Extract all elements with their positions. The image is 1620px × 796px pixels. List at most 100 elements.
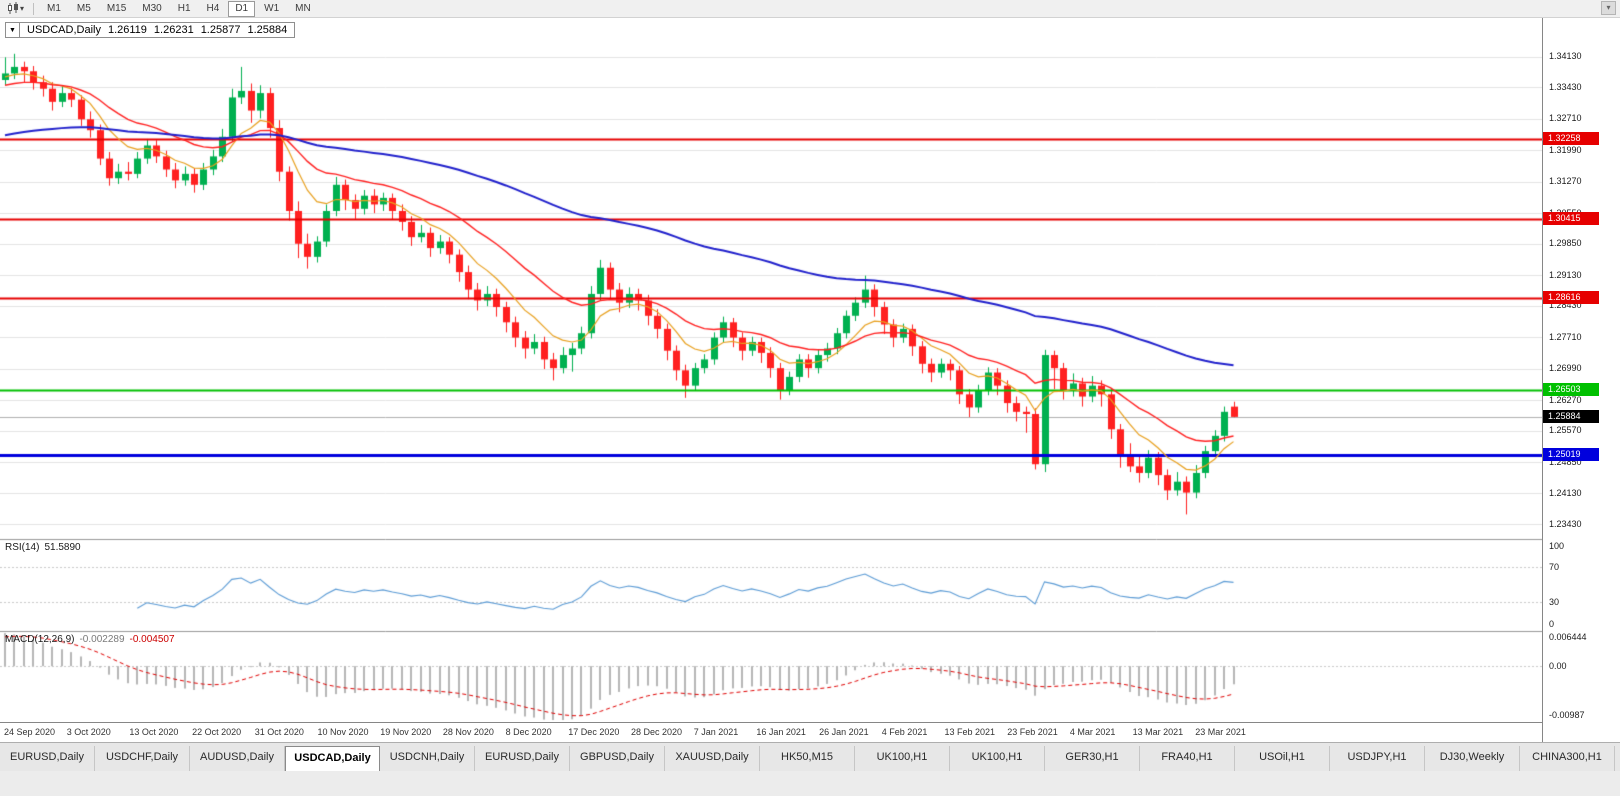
symbol-label: USDCAD,Daily bbox=[27, 24, 101, 36]
date-axis-label: 7 Jan 2021 bbox=[693, 727, 739, 737]
chart-tab-2[interactable]: AUDUSD,Daily bbox=[190, 746, 285, 771]
chart-tab-8[interactable]: HK50,M15 bbox=[760, 746, 855, 771]
timeframe-button-M15[interactable]: M15 bbox=[106, 2, 127, 14]
rsi-axis-label: 100 bbox=[1549, 541, 1565, 551]
date-axis-label: 26 Jan 2021 bbox=[819, 727, 869, 737]
date-axis-label: 28 Nov 2020 bbox=[442, 727, 494, 737]
chart-tab-6[interactable]: GBPUSD,Daily bbox=[570, 746, 665, 771]
date-axis-label: 3 Oct 2020 bbox=[66, 727, 111, 737]
chart-tab-14[interactable]: USDJPY,H1 bbox=[1330, 746, 1425, 771]
price-axis-label: 1.33430 bbox=[1549, 81, 1582, 92]
chart-tab-16[interactable]: CHINA300,H1 bbox=[1520, 746, 1615, 771]
macd-main-value: -0.002289 bbox=[79, 634, 125, 645]
timeframe-button-MN[interactable]: MN bbox=[295, 2, 311, 14]
chevron-down-icon: ▾ bbox=[20, 3, 25, 13]
price-axis-label: 1.27710 bbox=[1549, 331, 1582, 342]
rsi-indicator-label: RSI(14) 51.5890 bbox=[5, 542, 81, 553]
chart-tab-11[interactable]: GER30,H1 bbox=[1045, 746, 1140, 771]
timeframe-buttons: M1 M5 M15 M30 H1 H4 D1 W1 MN bbox=[40, 0, 318, 17]
timeframe-button-M5[interactable]: M5 bbox=[76, 2, 91, 14]
price-chart-canvas[interactable] bbox=[0, 18, 1542, 722]
chart-tab-7[interactable]: XAUUSD,Daily bbox=[665, 746, 760, 771]
chart-tab-15[interactable]: DJ30,Weekly bbox=[1425, 746, 1520, 771]
price-axis-label: 1.34130 bbox=[1549, 51, 1582, 62]
price-axis-label: 1.24850 bbox=[1549, 456, 1582, 467]
chart-type-button[interactable]: ▾ bbox=[4, 1, 27, 17]
hline-price-badge: 1.25019 bbox=[1543, 447, 1599, 461]
price-axis-label: 1.29850 bbox=[1549, 238, 1582, 249]
price-axis-label: 1.29130 bbox=[1549, 269, 1582, 280]
date-axis-label: 17 Dec 2020 bbox=[568, 727, 620, 737]
rsi-value: 51.5890 bbox=[44, 542, 81, 553]
timeframe-button-W1[interactable]: W1 bbox=[264, 2, 280, 14]
macd-axis-label: 0.00 bbox=[1549, 661, 1567, 672]
date-axis-label: 23 Mar 2021 bbox=[1195, 727, 1246, 737]
date-axis[interactable]: 24 Sep 2020 3 Oct 2020 13 Oct 2020 22 Oct 2… bbox=[0, 722, 1542, 742]
date-axis-label: 19 Nov 2020 bbox=[380, 727, 432, 737]
date-axis-label: 16 Jan 2021 bbox=[756, 727, 806, 737]
date-axis-label: 13 Oct 2020 bbox=[129, 727, 179, 737]
timeframe-button-M30[interactable]: M30 bbox=[142, 2, 162, 14]
price-axis-label: 1.31270 bbox=[1549, 176, 1582, 187]
hline-price-badge: 1.30415 bbox=[1543, 212, 1599, 226]
price-axis-label: 1.25570 bbox=[1549, 425, 1582, 436]
date-axis-label: 13 Mar 2021 bbox=[1132, 727, 1184, 737]
timeframe-button-H4[interactable]: H4 bbox=[206, 2, 220, 14]
toolbar-separator bbox=[33, 2, 35, 15]
chart-tab-12[interactable]: FRA40,H1 bbox=[1140, 746, 1235, 771]
hline-price-badge: 1.28616 bbox=[1543, 290, 1599, 304]
chart-tab-5[interactable]: EURUSD,Daily bbox=[475, 746, 570, 771]
symbol-dropdown-button[interactable]: ▼ bbox=[5, 22, 20, 38]
chart-scroll-marker[interactable]: ▾ bbox=[1601, 1, 1616, 15]
macd-axis-label: -0.00987 bbox=[1549, 710, 1585, 720]
high-value: 1.26231 bbox=[153, 24, 194, 36]
chart-tabs: EURUSD,Daily USDCHF,Daily AUDUSD,Daily USDC… bbox=[0, 742, 1620, 771]
price-axis-label: 1.32710 bbox=[1549, 113, 1582, 124]
date-axis-label: 28 Dec 2020 bbox=[631, 727, 683, 737]
date-axis-label: 10 Nov 2020 bbox=[317, 727, 369, 737]
close-value: 1.25884 bbox=[247, 24, 288, 36]
chart-tab-9[interactable]: UK100,H1 bbox=[855, 746, 950, 771]
ohlc-info: ▼ USDCAD,Daily 1.26119 1.26231 1.25877 1… bbox=[5, 22, 296, 38]
macd-name: MACD(12,26,9) bbox=[5, 634, 75, 645]
price-axis-label: 1.28430 bbox=[1549, 300, 1582, 311]
date-axis-label: 4 Mar 2021 bbox=[1069, 727, 1116, 737]
date-axis-label: 31 Oct 2020 bbox=[254, 727, 304, 737]
rsi-name: RSI(14) bbox=[5, 542, 40, 553]
candlestick-chart-icon bbox=[8, 2, 18, 14]
chart-tab-10[interactable]: UK100,H1 bbox=[950, 746, 1045, 771]
timeframe-button-H1[interactable]: H1 bbox=[177, 2, 191, 14]
ohlc-info-box: USDCAD,Daily 1.26119 1.26231 1.25877 1.2… bbox=[20, 22, 296, 38]
date-axis-label: 4 Feb 2021 bbox=[881, 727, 928, 737]
date-axis-label: 13 Feb 2021 bbox=[944, 727, 996, 737]
macd-indicator-label: MACD(12,26,9) -0.002289 -0.004507 bbox=[5, 634, 175, 645]
hline-price-badge: 1.32258 bbox=[1543, 131, 1599, 145]
chart-tab-13[interactable]: USOil,H1 bbox=[1235, 746, 1330, 771]
date-axis-label: 23 Feb 2021 bbox=[1007, 727, 1058, 737]
price-axis-label: 1.24130 bbox=[1549, 487, 1582, 498]
chart-tab-1[interactable]: USDCHF,Daily bbox=[95, 746, 190, 771]
chart-tab-4[interactable]: USDCNH,Daily bbox=[380, 746, 475, 771]
chart-tab-3[interactable]: USDCAD,Daily bbox=[285, 746, 380, 771]
current-price-badge: 1.25884 bbox=[1543, 409, 1599, 423]
date-axis-label: 22 Oct 2020 bbox=[192, 727, 242, 737]
macd-signal-value: -0.004507 bbox=[129, 634, 175, 645]
price-axis-label: 1.26990 bbox=[1549, 363, 1582, 374]
low-value: 1.25877 bbox=[200, 24, 241, 36]
open-value: 1.26119 bbox=[107, 24, 147, 36]
toolbar: ▾ M1 M5 M15 M30 H1 H4 D1 W1 MN ▾ bbox=[0, 0, 1620, 18]
price-axis-label: 1.23430 bbox=[1549, 518, 1582, 529]
price-axis-label: 1.26270 bbox=[1549, 394, 1582, 405]
rsi-axis-label: 70 bbox=[1549, 561, 1560, 572]
rsi-axis-label: 30 bbox=[1549, 597, 1560, 608]
timeframe-button-D1[interactable]: D1 bbox=[228, 0, 256, 17]
chart-tab-0[interactable]: EURUSD,Daily bbox=[0, 746, 95, 771]
price-axis-label: 1.31990 bbox=[1549, 144, 1582, 155]
timeframe-button-M1[interactable]: M1 bbox=[47, 2, 61, 14]
date-axis-label: 24 Sep 2020 bbox=[4, 727, 56, 737]
date-axis-label: 8 Dec 2020 bbox=[505, 727, 552, 737]
rsi-axis-label: 0 bbox=[1549, 619, 1555, 629]
price-axis[interactable]: 1.341301.334301.327101.319901.312701.305… bbox=[1542, 18, 1620, 742]
hline-price-badge: 1.26503 bbox=[1543, 382, 1599, 396]
